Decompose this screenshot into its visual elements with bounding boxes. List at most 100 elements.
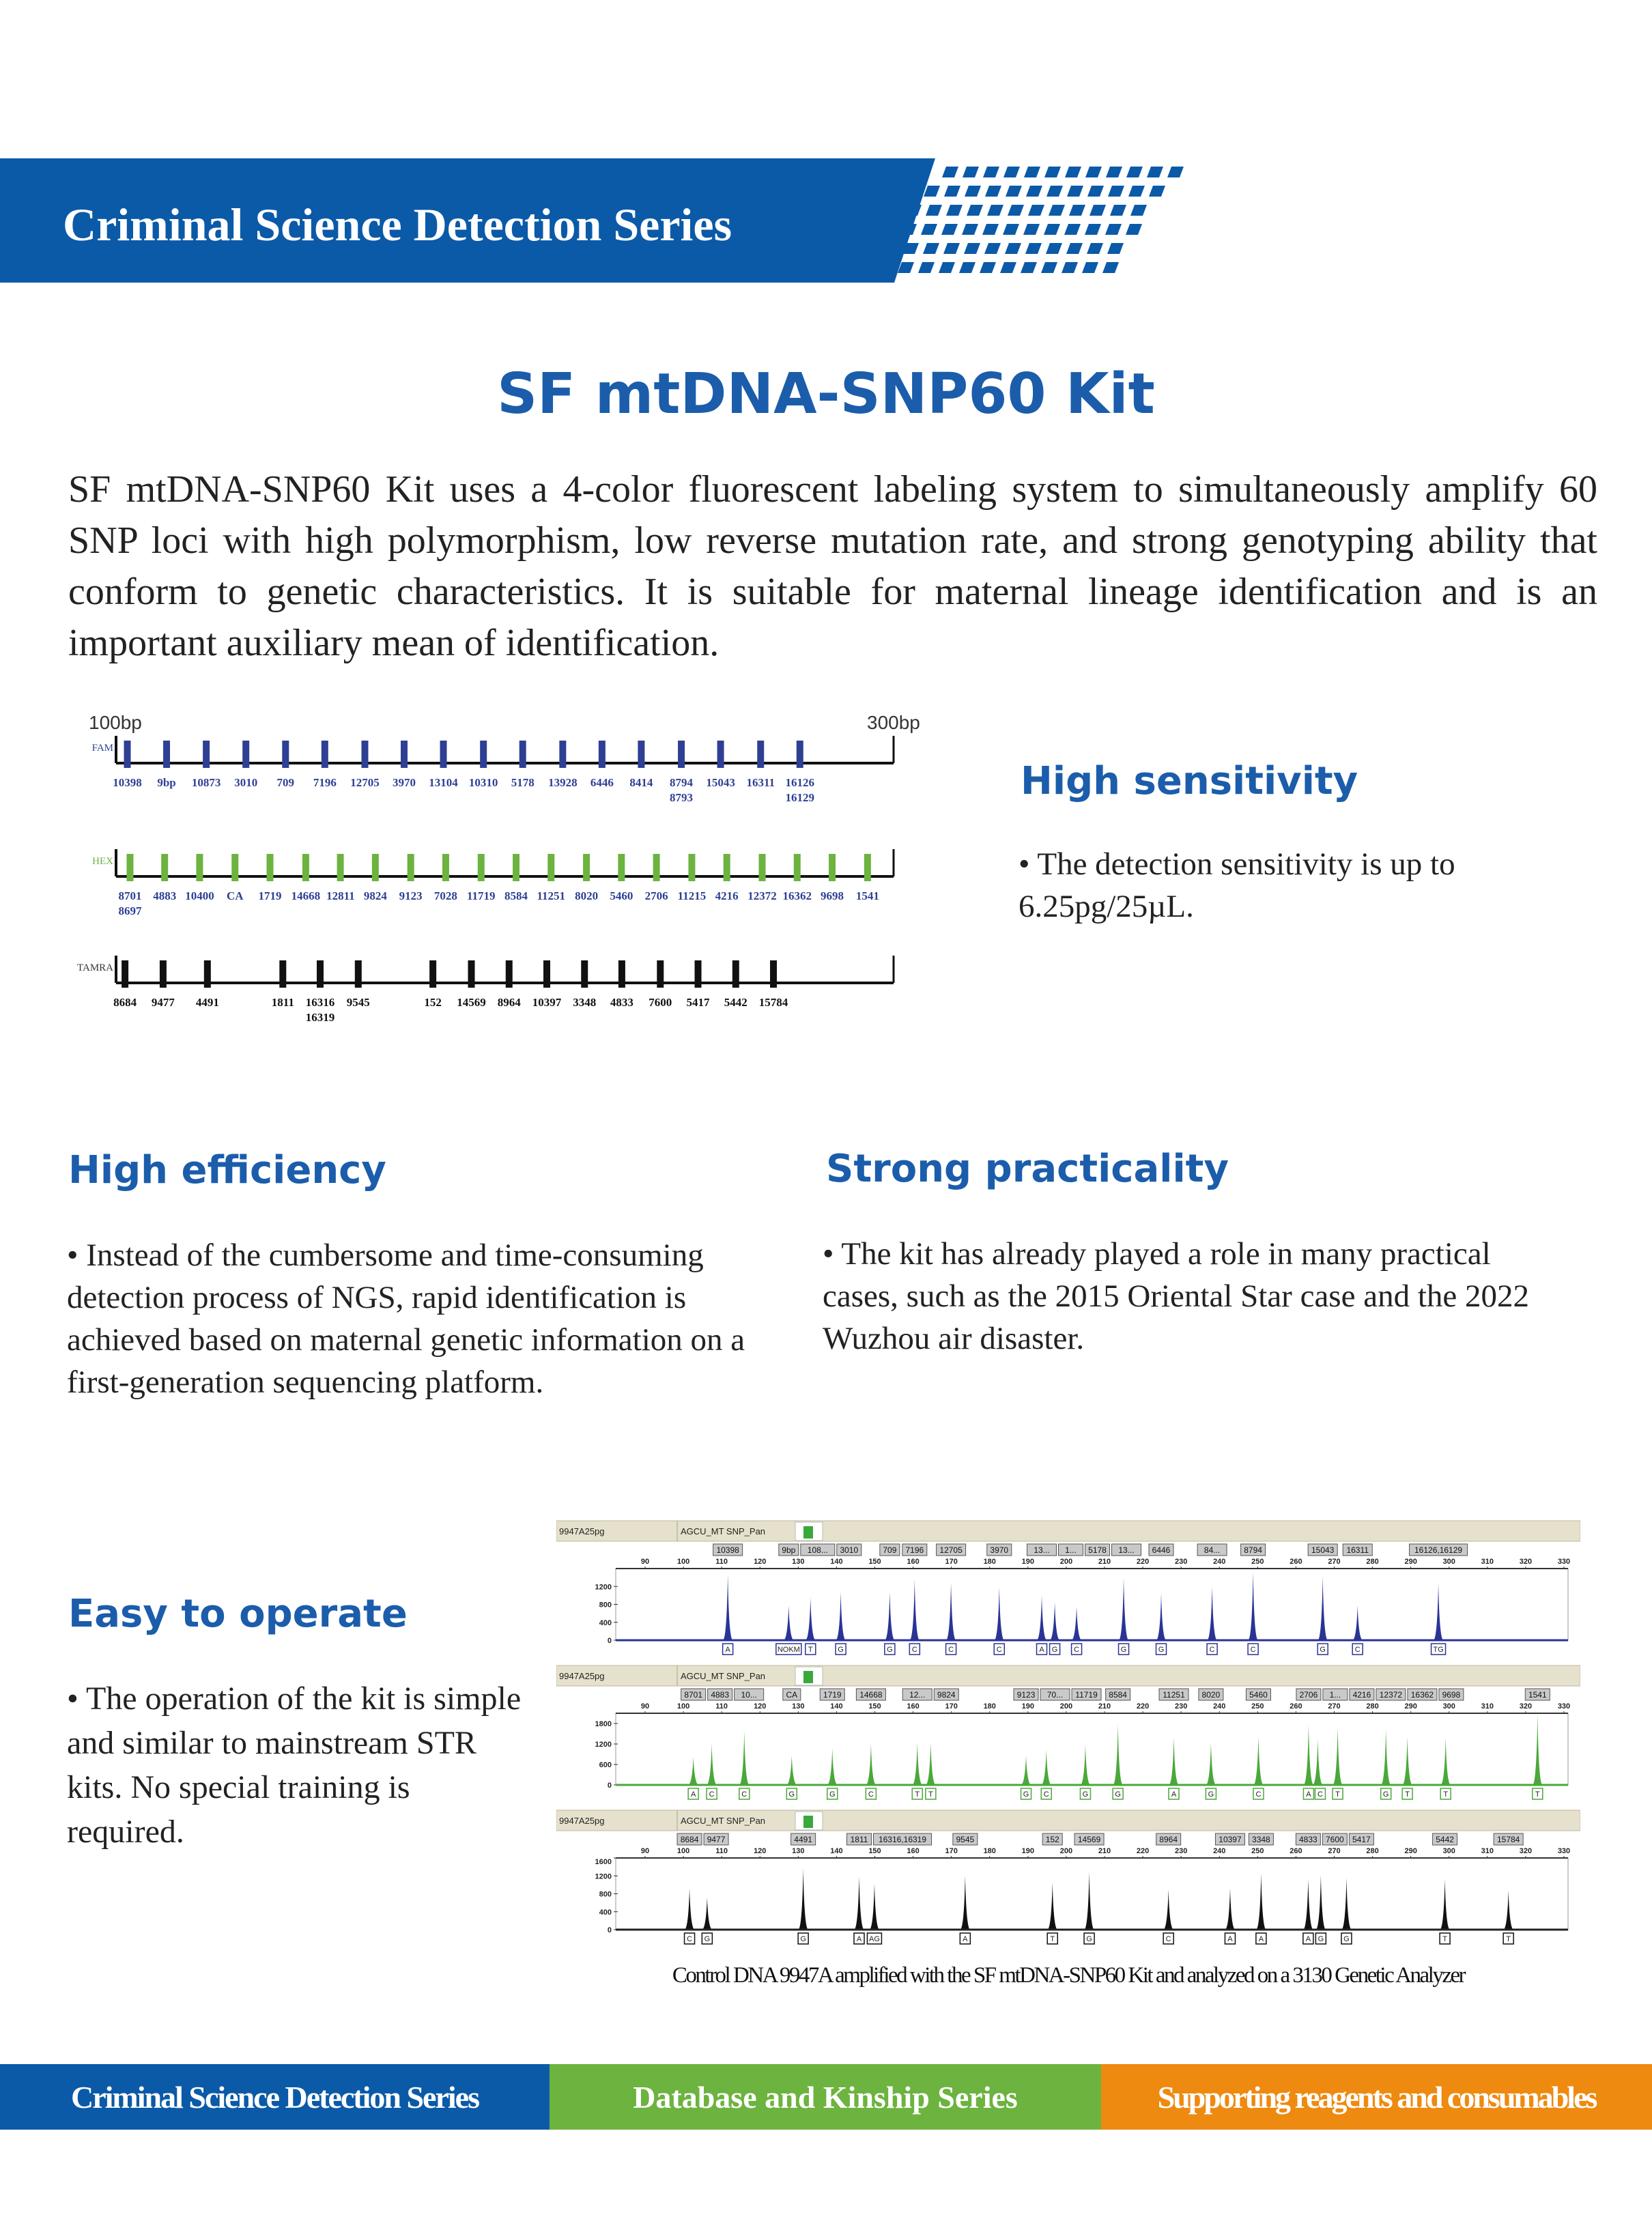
allele-label: A [1306, 1935, 1311, 1943]
footer-label: Criminal Science Detection Series [71, 2079, 480, 2115]
peak [1037, 1595, 1047, 1640]
locus-label: CA [227, 889, 244, 902]
allele-label: G [1023, 1790, 1029, 1799]
allele-label: TG [1433, 1646, 1443, 1654]
x-tick-label: 120 [754, 1558, 766, 1566]
y-tick-label: 600 [599, 1761, 612, 1769]
allele-box [1117, 1643, 1130, 1655]
channel-label-hex: HEX [92, 856, 113, 867]
allele-label: T [1535, 1790, 1540, 1799]
allele-label: C [948, 1646, 954, 1654]
locus-label: 5442 [724, 996, 747, 1009]
allele-label: C [1318, 1790, 1323, 1799]
locus-label: 709 [277, 776, 295, 789]
allele-box [865, 1788, 877, 1800]
locus-label: 1541 [856, 889, 879, 902]
locus-tick [657, 960, 664, 988]
y-tick-label: 0 [608, 1926, 612, 1934]
stripe-dash [965, 186, 981, 197]
marker-label: 8584 [1109, 1690, 1127, 1700]
marker-box [1322, 1833, 1348, 1846]
stripe-dash [1000, 262, 1016, 273]
allele-box [1155, 1643, 1167, 1655]
locus-tick [543, 960, 551, 988]
allele-label: C [687, 1935, 692, 1943]
marker-box [1156, 1833, 1182, 1846]
locus-tick [688, 854, 696, 881]
feature-text-sensitivity: • The detection sensitivity is up to 6.2… [1019, 846, 1455, 924]
x-tick-label: 160 [907, 1847, 919, 1855]
stripe-dash [923, 243, 939, 254]
x-tick-label: 140 [830, 1558, 842, 1566]
allele-label: G [1158, 1646, 1165, 1654]
allele-label: A [1259, 1935, 1264, 1943]
marker-box [1027, 1543, 1057, 1556]
marker-label: 10398 [716, 1545, 739, 1555]
channel-label-tamra: TAMRA [77, 962, 113, 973]
dye-swatch [803, 1816, 813, 1828]
stripe-dash [1106, 167, 1122, 177]
x-tick-label: 310 [1481, 1702, 1494, 1711]
locus-tick [354, 960, 362, 988]
allele-label: A [963, 1935, 968, 1943]
marker-label: 16126,16129 [1414, 1545, 1462, 1555]
x-tick-label: 300 [1443, 1847, 1455, 1855]
x-tick-label: 310 [1481, 1558, 1494, 1566]
locus-label: 9824 [364, 889, 388, 902]
stripe-dash [924, 186, 940, 197]
locus-label: 8794 [670, 776, 694, 789]
locus-label: 4491 [196, 996, 219, 1009]
feature-text-operate: • The operation of the kit is simple and… [67, 1680, 522, 1850]
x-tick-label: 310 [1481, 1847, 1494, 1855]
locus-tick [638, 741, 645, 768]
sample-name: 9947A25pg [559, 1671, 605, 1681]
marker-box [1348, 1833, 1374, 1846]
locus-tick [407, 854, 414, 881]
peak [1206, 1742, 1216, 1785]
peak [1113, 1724, 1123, 1785]
marker-label: 9bp [782, 1545, 795, 1555]
stripe-dash [1085, 167, 1102, 177]
epg-panel-1: 9947A25pg AGCU_MT SNP_Pan 10398 9bp 108... 30… [556, 1519, 1580, 1664]
stripe-dash [959, 262, 975, 273]
x-tick-label: 250 [1251, 1558, 1264, 1566]
allele-label: C [997, 1646, 1002, 1654]
marker-box [855, 1688, 886, 1701]
locus-label: 12811 [326, 889, 355, 902]
peak [723, 1574, 733, 1640]
y-tick-label: 1200 [595, 1583, 612, 1591]
x-tick-label: 260 [1290, 1702, 1302, 1711]
marker-box [1158, 1688, 1189, 1701]
peak [854, 1876, 864, 1930]
allele-box [1440, 1788, 1451, 1800]
allele-label: AG [869, 1935, 880, 1943]
marker-label: 16311 [1346, 1545, 1369, 1555]
stripe-dash [1126, 224, 1142, 235]
footer-reagents[interactable]: Supporting reagents and consumables [1101, 2064, 1652, 2130]
peak [869, 1883, 879, 1930]
peak [1047, 1882, 1057, 1930]
allele-box [797, 1932, 809, 1945]
locus-tick [513, 854, 520, 881]
marker-label: 8794 [1244, 1545, 1262, 1555]
marker-label: CA [786, 1690, 797, 1700]
allele-label: A [1171, 1790, 1177, 1799]
marker-box [1342, 1543, 1373, 1556]
allele-box [945, 1643, 957, 1655]
stripe-dash [1044, 167, 1061, 177]
locus-label: 16362 [783, 889, 812, 902]
stripe-dash [983, 167, 999, 177]
allele-label: G [1121, 1646, 1127, 1654]
peak [1440, 1878, 1450, 1930]
locus-label: 5460 [610, 889, 633, 902]
allele-box [739, 1788, 750, 1800]
footer-criminal-series[interactable]: Criminal Science Detection Series [0, 2064, 550, 2130]
x-tick-label: 270 [1328, 1847, 1340, 1855]
marker-box [1240, 1543, 1266, 1556]
locus-tick [242, 741, 250, 768]
stripe-dash [1110, 205, 1126, 216]
locus-tick [723, 854, 730, 881]
marker-label: 5417 [1352, 1835, 1371, 1844]
footer-database-series[interactable]: Database and Kinship Series [550, 2064, 1101, 2130]
